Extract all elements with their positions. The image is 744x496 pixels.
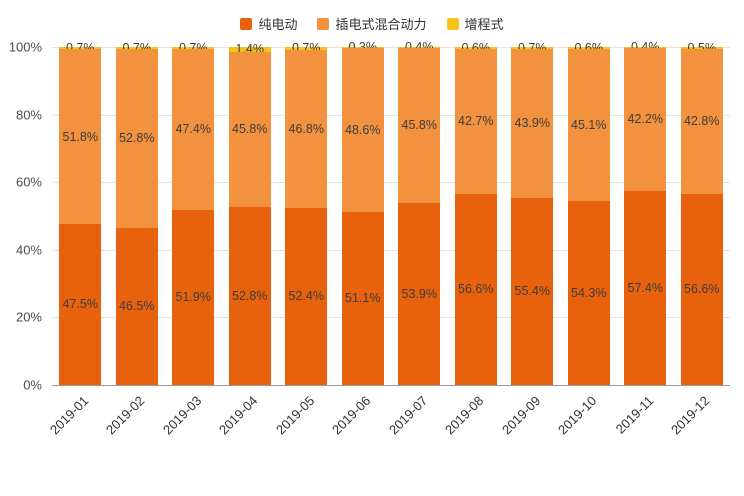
data-label: 52.4% bbox=[288, 289, 324, 304]
gridline bbox=[52, 114, 730, 116]
data-label: 46.5% bbox=[119, 299, 155, 314]
bar-segment: 46.5% bbox=[115, 227, 158, 385]
data-label: 43.9% bbox=[514, 116, 550, 131]
bar-column: 0.7% 46.8% 52.4% bbox=[285, 42, 328, 385]
x-axis-label: 2019-02 bbox=[103, 393, 148, 438]
legend-item[interactable]: 增程式 bbox=[446, 14, 504, 33]
data-label: 51.8% bbox=[62, 129, 98, 144]
bar-column: 0.5% 42.8% 56.6% bbox=[680, 42, 723, 385]
x-axis-label: 2019-10 bbox=[555, 393, 600, 438]
legend-marker-icon bbox=[240, 17, 253, 30]
x-axis-label: 2019-11 bbox=[612, 393, 656, 437]
y-axis-label: 60% bbox=[15, 174, 42, 190]
plot-area: 0% 20% 40% 60% 80% 100% 0.7% 51.8% 47.5% 0.7% 52.… bbox=[9, 40, 730, 437]
x-axis-label: 2019-08 bbox=[442, 393, 487, 438]
x-axis-label: 2019-01 bbox=[46, 393, 91, 438]
x-axis-label: 2019-06 bbox=[329, 393, 374, 438]
bar-column: 0.7% 51.8% 47.5% bbox=[59, 42, 102, 385]
bar-column: 0.4%45.8%53.9% bbox=[398, 41, 441, 385]
bar-segment: 51.1% bbox=[341, 212, 384, 385]
bar-segment: 45.8% bbox=[398, 48, 441, 203]
bar-segment: 46.8% bbox=[285, 49, 328, 208]
x-axis-label: 2019-09 bbox=[498, 393, 543, 438]
data-label: 47.4% bbox=[175, 122, 211, 137]
legend-label: 插电式混合动力 bbox=[335, 17, 427, 32]
bar-column: 0.7% 43.9% 55.4% bbox=[511, 42, 554, 385]
legend-label: 增程式 bbox=[464, 17, 504, 32]
y-axis-label: 20% bbox=[15, 309, 42, 325]
data-label: 42.8% bbox=[684, 114, 720, 129]
data-label: 53.9% bbox=[401, 286, 437, 301]
bar-segment: 48.6% bbox=[341, 48, 384, 213]
bar-segment: 51.8% bbox=[59, 49, 102, 225]
bar-segment: 52.8% bbox=[115, 49, 158, 228]
legend-item[interactable]: 插电式混合动力 bbox=[317, 14, 427, 33]
legend-item[interactable]: 纯电动 bbox=[240, 14, 297, 33]
bar-segment: 51.9% bbox=[172, 209, 215, 385]
data-label: 51.9% bbox=[175, 290, 211, 305]
data-label: 48.6% bbox=[345, 122, 381, 137]
y-axis-label: 40% bbox=[15, 242, 42, 258]
data-label: 57.4% bbox=[627, 280, 663, 295]
x-axis-label: 2019-12 bbox=[668, 393, 713, 438]
data-label: 51.1% bbox=[345, 291, 381, 306]
bar-column: 0.6% 45.1% 54.3% bbox=[567, 42, 610, 385]
x-axis-label: 2019-03 bbox=[159, 393, 204, 438]
bar-segment: 57.4% bbox=[624, 191, 667, 385]
legend-label: 纯电动 bbox=[258, 17, 298, 32]
bar-column: 1.4% 45.8% 52.8% bbox=[228, 43, 271, 385]
data-label: 46.8% bbox=[288, 121, 324, 136]
bar-segment: 54.3% bbox=[567, 201, 610, 385]
bar-column: 0.3%48.6%51.1% bbox=[341, 41, 384, 385]
bars: 0.7% 51.8% 47.5% 0.7% 52.8% 46.5% 0.7% 47.4% 51.… bbox=[52, 41, 730, 385]
data-label: 56.6% bbox=[684, 282, 720, 297]
y-axis-label: 100% bbox=[8, 39, 42, 55]
data-label: 52.8% bbox=[119, 131, 155, 146]
gridline bbox=[52, 47, 730, 48]
gridline bbox=[52, 249, 730, 251]
bar-segment: 45.1% bbox=[567, 49, 610, 202]
bar-segment: 47.4% bbox=[172, 49, 215, 210]
data-label: 56.6% bbox=[458, 282, 494, 297]
bar-segment: 52.8% bbox=[228, 206, 271, 385]
data-label: 55.4% bbox=[514, 284, 550, 299]
data-label: 47.5% bbox=[62, 297, 98, 312]
data-label: 45.8% bbox=[401, 118, 437, 133]
y-axis-label: 80% bbox=[15, 107, 42, 123]
x-axis-label: 2019-04 bbox=[216, 393, 261, 438]
bar-segment: 42.8% bbox=[680, 49, 723, 194]
bar-segment: 43.9% bbox=[511, 49, 554, 198]
data-label: 45.1% bbox=[571, 118, 607, 132]
x-axis: 2019-01 2019-02 2019-03 2019-04 2019-05 2019-… bbox=[47, 385, 730, 475]
bar-segment: 56.6% bbox=[680, 193, 723, 385]
y-axis-label: 0% bbox=[23, 377, 42, 393]
bar-column: 0.6% 42.7% 56.6% bbox=[454, 42, 497, 385]
legend-marker-icon bbox=[446, 17, 459, 30]
x-axis-label: 2019-07 bbox=[385, 393, 430, 438]
bar-segment: 53.9% bbox=[398, 203, 441, 385]
x-axis-label: 2019-05 bbox=[272, 393, 317, 438]
bar-segment: 55.4% bbox=[511, 197, 554, 385]
bar-segment: 56.6% bbox=[454, 193, 497, 385]
bar-segment: 52.4% bbox=[285, 207, 328, 385]
bar-segment: 42.7% bbox=[454, 49, 497, 194]
data-label: 54.3% bbox=[571, 285, 607, 300]
gridline bbox=[52, 182, 730, 184]
data-label: 42.7% bbox=[458, 114, 494, 129]
bar-column: 0.4%42.2%57.4% bbox=[624, 41, 667, 385]
bar-segment: 45.8% bbox=[228, 51, 271, 207]
bar-segment: 47.5% bbox=[59, 224, 102, 385]
bar-segment: 42.2% bbox=[624, 48, 667, 191]
data-label: 45.8% bbox=[232, 121, 268, 136]
data-label: 52.8% bbox=[232, 288, 268, 303]
bar-column: 0.7% 52.8% 46.5% bbox=[115, 42, 158, 385]
gridline bbox=[52, 317, 730, 319]
x-axis-line bbox=[52, 385, 730, 386]
legend: 纯电动 插电式混合动力 增程式 bbox=[0, 14, 744, 33]
bar-column: 0.7% 47.4% 51.9% bbox=[172, 42, 215, 385]
legend-marker-icon bbox=[317, 17, 330, 30]
data-label: 42.2% bbox=[627, 112, 663, 127]
